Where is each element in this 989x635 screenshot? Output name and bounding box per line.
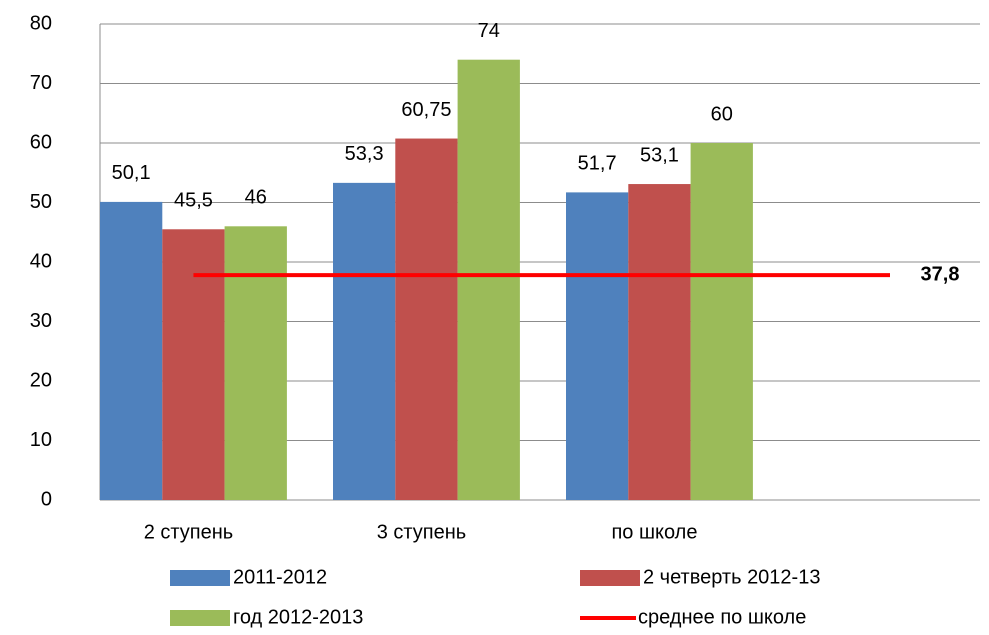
data-label: 51,7 <box>578 153 617 175</box>
bar <box>457 59 520 500</box>
bar <box>333 182 396 501</box>
data-label: 46 <box>245 187 267 209</box>
legend-swatch <box>170 570 230 586</box>
x-tick-label: по школе <box>611 521 697 543</box>
bar <box>690 143 753 500</box>
legend-swatch <box>580 570 640 586</box>
x-tick-label: 2 ступень <box>144 521 233 543</box>
bar <box>566 192 629 500</box>
average-label: 37,8 <box>921 263 960 285</box>
legend-swatch <box>170 610 230 626</box>
data-label: 50,1 <box>112 162 151 184</box>
data-label: 60,75 <box>401 99 451 121</box>
bar <box>224 226 287 501</box>
y-tick-label: 20 <box>30 369 52 391</box>
legend-label: 2 четверть 2012-13 <box>643 566 820 588</box>
bar <box>162 229 225 500</box>
bar <box>628 184 691 500</box>
y-tick-label: 70 <box>30 72 52 94</box>
y-tick-label: 0 <box>41 488 52 510</box>
y-tick-label: 10 <box>30 429 52 451</box>
data-label: 74 <box>478 20 500 42</box>
legend-label: год 2012-2013 <box>233 606 363 628</box>
bar <box>395 138 458 500</box>
x-tick-label: 3 ступень <box>377 521 466 543</box>
data-label: 53,1 <box>640 144 679 166</box>
y-tick-label: 60 <box>30 131 52 153</box>
y-tick-label: 40 <box>30 250 52 272</box>
y-tick-label: 80 <box>30 12 52 34</box>
data-label: 45,5 <box>174 190 213 212</box>
y-tick-label: 30 <box>30 310 52 332</box>
legend-label: 2011-2012 <box>233 566 327 588</box>
bar <box>100 201 163 500</box>
data-label: 60 <box>711 103 733 125</box>
legend-label: среднее по школе <box>638 606 806 628</box>
data-label: 53,3 <box>345 143 384 165</box>
y-tick-label: 50 <box>30 191 52 213</box>
